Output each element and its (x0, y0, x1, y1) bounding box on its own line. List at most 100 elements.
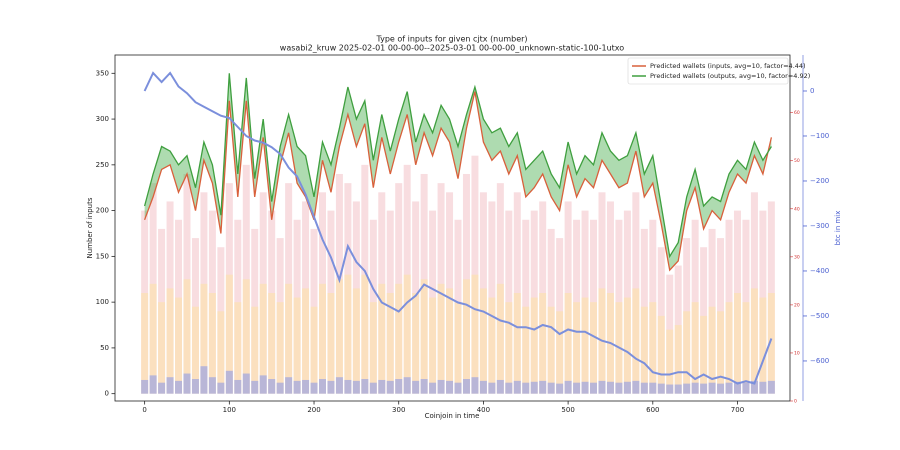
bar (717, 383, 725, 394)
bar (251, 380, 259, 394)
bar (403, 274, 411, 394)
y-tick-label: 250 (96, 161, 109, 169)
y2-tick-label: −500 (810, 312, 829, 320)
y-tick-label: 300 (96, 115, 109, 123)
bar (488, 297, 496, 394)
bar (530, 381, 538, 394)
axes-frame (114, 54, 791, 402)
bar (234, 302, 242, 394)
bar (539, 292, 547, 394)
bar (166, 377, 174, 394)
bar (149, 283, 157, 394)
bar (446, 288, 454, 394)
bar (318, 283, 326, 394)
bar (632, 380, 640, 394)
bar (158, 382, 166, 394)
x-tick-label: 500 (561, 406, 574, 414)
bar (191, 306, 199, 394)
y-tick-label: 50 (100, 344, 109, 352)
bar (386, 292, 394, 394)
bar (581, 381, 589, 394)
bar (691, 382, 699, 394)
bar (674, 384, 682, 394)
bar (335, 279, 343, 394)
x-tick-label: 700 (731, 406, 744, 414)
bar (175, 297, 183, 394)
bar (632, 288, 640, 394)
bar (462, 379, 470, 394)
bar (276, 382, 284, 394)
bar (479, 380, 487, 394)
bar (513, 380, 521, 394)
bar (302, 379, 310, 394)
bar (725, 382, 733, 394)
bar (369, 302, 377, 394)
bar (547, 382, 555, 394)
bar (217, 382, 225, 394)
y3-tick-label: 40 (794, 206, 800, 212)
bar (725, 302, 733, 394)
bar (437, 379, 445, 394)
y2-tick-label: 0 (810, 87, 814, 95)
y3-tick-label: 10 (794, 350, 800, 356)
bar (395, 283, 403, 394)
bar (318, 379, 326, 394)
y3-tick-label: 60 (794, 110, 800, 116)
bar (191, 379, 199, 394)
bar (420, 279, 428, 394)
y-tick-label: 150 (96, 252, 109, 260)
bar (615, 382, 623, 394)
bar (759, 297, 767, 394)
chart-subtitle: wasabi2_kruw 2025-02-01 00-00-00--2025-0… (280, 44, 624, 53)
legend-label: Predicted wallets (outputs, avg=10, fact… (650, 72, 810, 80)
bar (513, 292, 521, 394)
bar (649, 382, 657, 394)
bar (242, 373, 250, 394)
series-line (143, 73, 772, 259)
series-line (143, 71, 773, 385)
y2-tick-label: −200 (810, 177, 829, 185)
bar (683, 383, 691, 394)
bar (403, 377, 411, 394)
bar (462, 279, 470, 394)
bar (590, 382, 598, 394)
bar (420, 379, 428, 394)
bar (496, 379, 504, 394)
bar (581, 297, 589, 394)
gap-area (144, 73, 772, 271)
y3-tick-label: 50 (794, 158, 800, 164)
bar (446, 380, 454, 394)
series-line (143, 91, 773, 272)
x-tick-label: 100 (223, 406, 236, 414)
bar (183, 373, 191, 394)
bar (335, 377, 343, 394)
bar (522, 382, 530, 394)
bar (657, 383, 665, 394)
bar (640, 382, 648, 394)
bar (539, 380, 547, 394)
y2-axis-label: btc in mix (834, 211, 842, 246)
bar (496, 283, 504, 394)
bar (590, 302, 598, 394)
bar (310, 306, 318, 394)
bar (141, 292, 149, 394)
bar (640, 306, 648, 394)
bar (158, 302, 166, 394)
y2-tick-label: −300 (810, 222, 829, 230)
y3-tick-label: 20 (794, 302, 800, 308)
bar (225, 370, 233, 394)
bar (175, 380, 183, 394)
bar (700, 315, 708, 394)
bar (454, 302, 462, 394)
bar (327, 292, 335, 394)
bar (623, 297, 631, 394)
bar (386, 380, 394, 394)
bar (285, 377, 293, 394)
bar (547, 306, 555, 394)
bar (412, 380, 420, 394)
x-tick-label: 0 (142, 406, 146, 414)
y3-tick-label: 0 (794, 399, 797, 405)
bar (369, 382, 377, 394)
bar (352, 380, 360, 394)
